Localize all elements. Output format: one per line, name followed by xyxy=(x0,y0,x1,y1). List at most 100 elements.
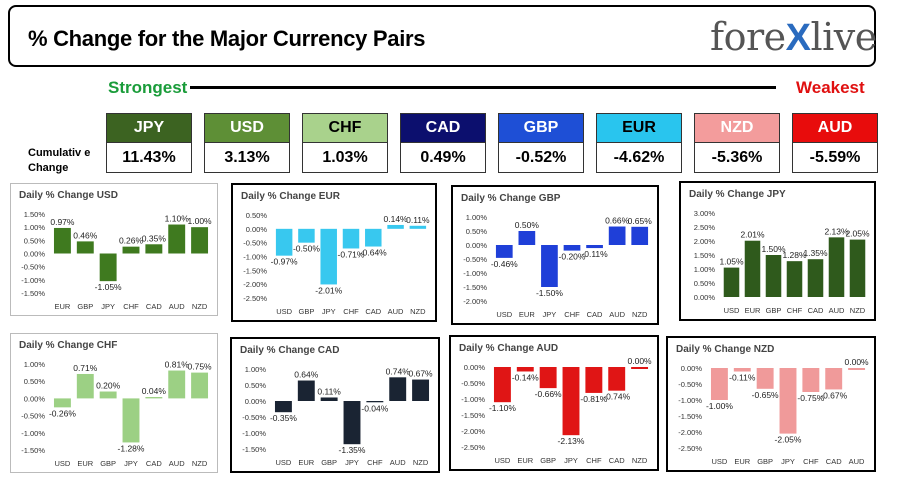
x-tick-label: CAD xyxy=(365,307,381,316)
data-label: 1.28% xyxy=(782,250,807,260)
y-tick-label: 0.00% xyxy=(681,364,703,373)
y-tick-label: -2.00% xyxy=(461,427,485,436)
x-tick-label: JPY xyxy=(322,307,336,316)
bar xyxy=(744,240,761,297)
weakest-label: Weakest xyxy=(796,78,865,97)
bar-chart: Daily % Change GBP1.00%0.50%0.00%-0.50%-… xyxy=(461,193,652,319)
bar xyxy=(122,246,140,254)
data-label: -1.00% xyxy=(706,401,733,411)
x-tick-label: GBP xyxy=(540,456,556,465)
y-tick-label: 3.00% xyxy=(694,209,716,218)
y-tick-label: -1.00% xyxy=(463,269,487,278)
data-label: -1.50% xyxy=(536,288,563,298)
bar xyxy=(168,370,186,399)
bar xyxy=(76,241,94,254)
x-tick-label: AUD xyxy=(388,307,404,316)
data-label: 1.35% xyxy=(803,248,828,258)
x-tick-label: AUD xyxy=(849,457,865,466)
data-label: -0.35% xyxy=(270,413,297,423)
cumulative-label-line1: Cumulativ e xyxy=(28,147,91,159)
ranking-currency-label: AUD xyxy=(792,113,878,143)
bar xyxy=(807,259,824,297)
x-tick-label: GBP xyxy=(299,307,315,316)
bar xyxy=(825,368,843,390)
x-tick-label: CHF xyxy=(343,307,359,316)
bar xyxy=(493,367,511,403)
bar-chart: Daily % Change USD 1.50% 1.00% 0.50% 0.00% -0… xyxy=(19,190,213,311)
data-label: -0.11% xyxy=(729,373,756,383)
x-tick-label: USD xyxy=(276,307,292,316)
data-label: -0.11% xyxy=(581,249,608,259)
y-tick-label: 0.50% xyxy=(694,279,716,288)
data-label: -1.35% xyxy=(339,445,366,455)
y-tick-label: -0.50% xyxy=(463,255,487,264)
x-tick-label: GBP xyxy=(321,458,337,467)
title-box: % Change for the Major Currency Pairs fo… xyxy=(8,5,877,67)
chart-eur: Daily % Change EUR 0.50% 0.00% -0.50% -1.00%… xyxy=(231,183,437,322)
data-label: 1.50% xyxy=(761,244,786,254)
ranking-cumulative-value: 11.43% xyxy=(106,143,192,173)
data-label: 0.04% xyxy=(142,386,167,396)
chart-title: Daily % Change CAD xyxy=(240,345,339,356)
bar-chart: Daily % Change EUR 0.50% 0.00% -0.50% -1.00%… xyxy=(241,191,430,316)
x-tick-label: GBP xyxy=(757,457,773,466)
ranking-cumulative-value: -0.52% xyxy=(498,143,584,173)
data-label: 0.26% xyxy=(119,236,144,246)
x-tick-label: USD xyxy=(276,458,292,467)
data-label: -0.20% xyxy=(559,252,586,262)
x-tick-label: CAD xyxy=(609,456,625,465)
chart-title: Daily % Change JPY xyxy=(689,189,786,200)
data-label: 0.00% xyxy=(628,356,653,366)
y-tick-label: 0.00% xyxy=(245,397,267,406)
y-tick-label: 2.50% xyxy=(694,223,716,232)
bar xyxy=(786,261,803,297)
data-label: -0.66% xyxy=(535,389,562,399)
bar xyxy=(76,373,94,399)
y-tick-label: -1.50% xyxy=(21,289,45,298)
x-tick-label: CAD xyxy=(808,306,824,315)
y-tick-label: 1.50% xyxy=(694,251,716,260)
bar xyxy=(320,397,338,401)
y-tick-label: -2.50% xyxy=(243,294,267,303)
data-label: -2.01% xyxy=(315,285,342,295)
x-tick-label: GBP xyxy=(766,306,782,315)
data-label: 2.13% xyxy=(824,226,849,236)
x-tick-label: CHF xyxy=(123,302,139,311)
x-tick-label: EUR xyxy=(298,458,314,467)
bar xyxy=(563,245,581,251)
bar xyxy=(145,244,163,254)
bar xyxy=(608,226,626,245)
data-label: -0.14% xyxy=(512,372,539,382)
y-tick-label: -1.00% xyxy=(242,429,266,438)
y-tick-label: -1.50% xyxy=(461,411,485,420)
ranking-currency-label: USD xyxy=(204,113,290,143)
data-label: 0.14% xyxy=(384,214,409,224)
y-tick-label: 0.00% xyxy=(694,293,716,302)
strength-arrow xyxy=(190,86,776,89)
bar-chart: Daily % Change AUD 0.00% -0.50% -1.00% -1.50… xyxy=(459,343,653,465)
ranking-currency-label: EUR xyxy=(596,113,682,143)
bar xyxy=(122,398,140,443)
x-tick-label: CHF xyxy=(586,456,602,465)
ranking-currency-label: GBP xyxy=(498,113,584,143)
bar-chart: Daily % Change CAD1.00%0.50%0.00%-0.50%-… xyxy=(240,345,433,467)
chart-nzd: Daily % Change NZD 0.00% -0.50% -1.00% -1.50… xyxy=(666,336,876,472)
data-label: -1.28% xyxy=(118,443,145,453)
bar xyxy=(733,368,751,372)
ranking-usd: USD 3.13% xyxy=(204,113,290,173)
data-label: -1.10% xyxy=(489,403,516,413)
chart-cad: Daily % Change CAD 1.00% 0.50% 0.00% -0.50% -… xyxy=(230,337,440,473)
bar-chart: Daily % Change CHF1.00%0.50%0.00%-0.50%-… xyxy=(19,340,212,468)
data-label: 1.00% xyxy=(188,216,213,226)
y-tick-label: -2.00% xyxy=(243,280,267,289)
chart-aud: Daily % Change AUD 0.00% -0.50% -1.00% -1.50… xyxy=(449,335,659,471)
data-label: -0.46% xyxy=(491,259,518,269)
data-label: 0.71% xyxy=(73,363,98,373)
x-tick-label: CHF xyxy=(564,310,580,319)
ranking-cumulative-value: 0.49% xyxy=(400,143,486,173)
x-tick-label: GBP xyxy=(77,302,93,311)
data-label: -0.75% xyxy=(797,393,824,403)
bar xyxy=(99,391,117,399)
data-label: -0.04% xyxy=(361,403,388,413)
x-tick-label: EUR xyxy=(745,306,761,315)
